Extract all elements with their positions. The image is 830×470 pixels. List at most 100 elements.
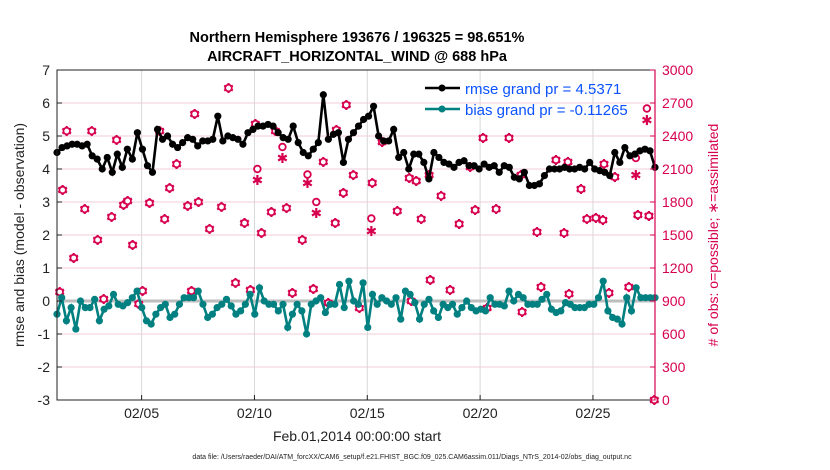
rmse-point: [415, 150, 423, 158]
assimilated-asterisk-marker: [277, 153, 288, 163]
rmse-point: [133, 129, 142, 137]
obs-marker-group: [137, 285, 148, 296]
obs-marker-group: [563, 156, 573, 167]
possible-circle-marker: [205, 224, 214, 234]
rmse-point: [395, 153, 403, 162]
rmse-point: [289, 122, 297, 130]
possible-circle-marker: [393, 206, 402, 216]
rmse-point: [520, 168, 528, 176]
obs-marker-group: [599, 159, 609, 170]
bias-point: [364, 323, 372, 331]
possible-circle-marker: [633, 210, 643, 220]
y-tick-label-right: 300: [662, 359, 686, 375]
y-tick-label-left: 3: [42, 194, 50, 210]
x-tick-label: 02/25: [575, 405, 610, 421]
y-tick-label-right: 1800: [662, 194, 693, 210]
bias-point: [448, 300, 457, 308]
rmse-point: [611, 148, 619, 157]
data-file-footer: data file: /Users/raeder/DAI/ATM_forcXX/…: [192, 454, 632, 461]
bias-point: [86, 304, 94, 312]
possible-circle-marker: [532, 227, 542, 237]
possible-circle-marker: [367, 214, 376, 223]
y-axis-label-left: rmse and bias (model - observation): [11, 123, 27, 347]
possible-circle-marker: [194, 197, 203, 207]
rmse-point: [309, 145, 317, 153]
possible-circle-marker: [349, 170, 358, 180]
y-tick-label-right: 1200: [662, 260, 693, 276]
obs-marker-group: [266, 207, 277, 218]
y-tick-label-left: -1: [38, 326, 51, 342]
y-tick-label-left: 2: [42, 227, 50, 243]
obs-marker-group: [302, 170, 313, 188]
rmse-point: [314, 139, 322, 147]
rmse-point: [565, 165, 574, 173]
possible-circle-marker: [624, 282, 634, 292]
possible-circle-marker: [342, 100, 351, 110]
possible-circle-marker: [576, 184, 586, 194]
bias-point: [486, 294, 494, 302]
bias-point: [538, 295, 546, 303]
rmse-point: [475, 165, 483, 173]
possible-circle-marker: [99, 294, 108, 304]
rmse-point: [254, 122, 262, 130]
possible-circle-marker: [319, 157, 328, 167]
rmse-point: [209, 135, 217, 143]
bias-point: [590, 300, 598, 308]
possible-circle-marker: [417, 214, 426, 224]
possible-circle-marker: [454, 219, 464, 229]
bias-point: [321, 308, 329, 317]
y-tick-label-left: -3: [38, 392, 51, 408]
possible-circle-marker: [231, 278, 240, 288]
obs-marker-group: [644, 210, 654, 221]
y-tick-label-left: 4: [42, 161, 50, 177]
rmse-point: [364, 112, 373, 120]
obs-marker-group: [392, 206, 403, 217]
possible-circle-marker: [564, 289, 574, 299]
bias-point: [627, 307, 636, 315]
rmse-point: [525, 181, 533, 190]
legend-bias-label: bias grand pr = -0.11265: [465, 102, 628, 119]
rmse-point: [606, 172, 614, 180]
possible-circle-marker: [491, 204, 501, 214]
rmse-point: [153, 125, 162, 133]
rmse-point: [354, 122, 363, 130]
bias-point: [354, 300, 362, 308]
rmse-point: [495, 168, 503, 176]
rmse-point: [214, 112, 222, 120]
bias-point: [91, 295, 99, 303]
rmse-point: [339, 158, 348, 166]
rmse-point: [349, 129, 358, 137]
bias-point: [298, 307, 306, 315]
y-tick-label-right: 2700: [662, 95, 693, 111]
obs-marker-group: [642, 104, 652, 126]
rmse-point: [163, 132, 172, 140]
bias-point: [340, 304, 348, 312]
rmse-point: [646, 147, 654, 155]
possible-circle-marker: [112, 135, 121, 145]
rmse-point: [83, 140, 91, 148]
possible-circle-marker: [339, 188, 348, 198]
possible-circle-marker: [187, 286, 196, 296]
obs-marker-group: [632, 209, 643, 220]
possible-circle-marker: [559, 228, 569, 238]
bias-point: [397, 315, 405, 323]
possible-circle-marker: [478, 133, 488, 143]
possible-circle-marker: [123, 196, 132, 206]
rmse-point: [425, 175, 433, 183]
obs-marker-group: [338, 187, 349, 198]
obs-marker-group: [164, 183, 175, 194]
obs-marker-group: [189, 109, 200, 119]
rmse-point: [581, 165, 589, 173]
possible-circle-marker: [312, 197, 321, 207]
rmse-point: [400, 148, 408, 157]
rmse-point: [219, 137, 227, 145]
y-tick-label-left: -2: [38, 359, 51, 375]
obs-marker-group: [111, 134, 122, 145]
possible-circle-marker: [58, 185, 67, 195]
obs-marker-group: [478, 132, 488, 143]
obs-marker-group: [445, 285, 455, 295]
bias-point: [463, 297, 471, 305]
bias-point: [458, 304, 466, 312]
obs-marker-group: [159, 214, 170, 225]
bias-point: [227, 302, 235, 310]
